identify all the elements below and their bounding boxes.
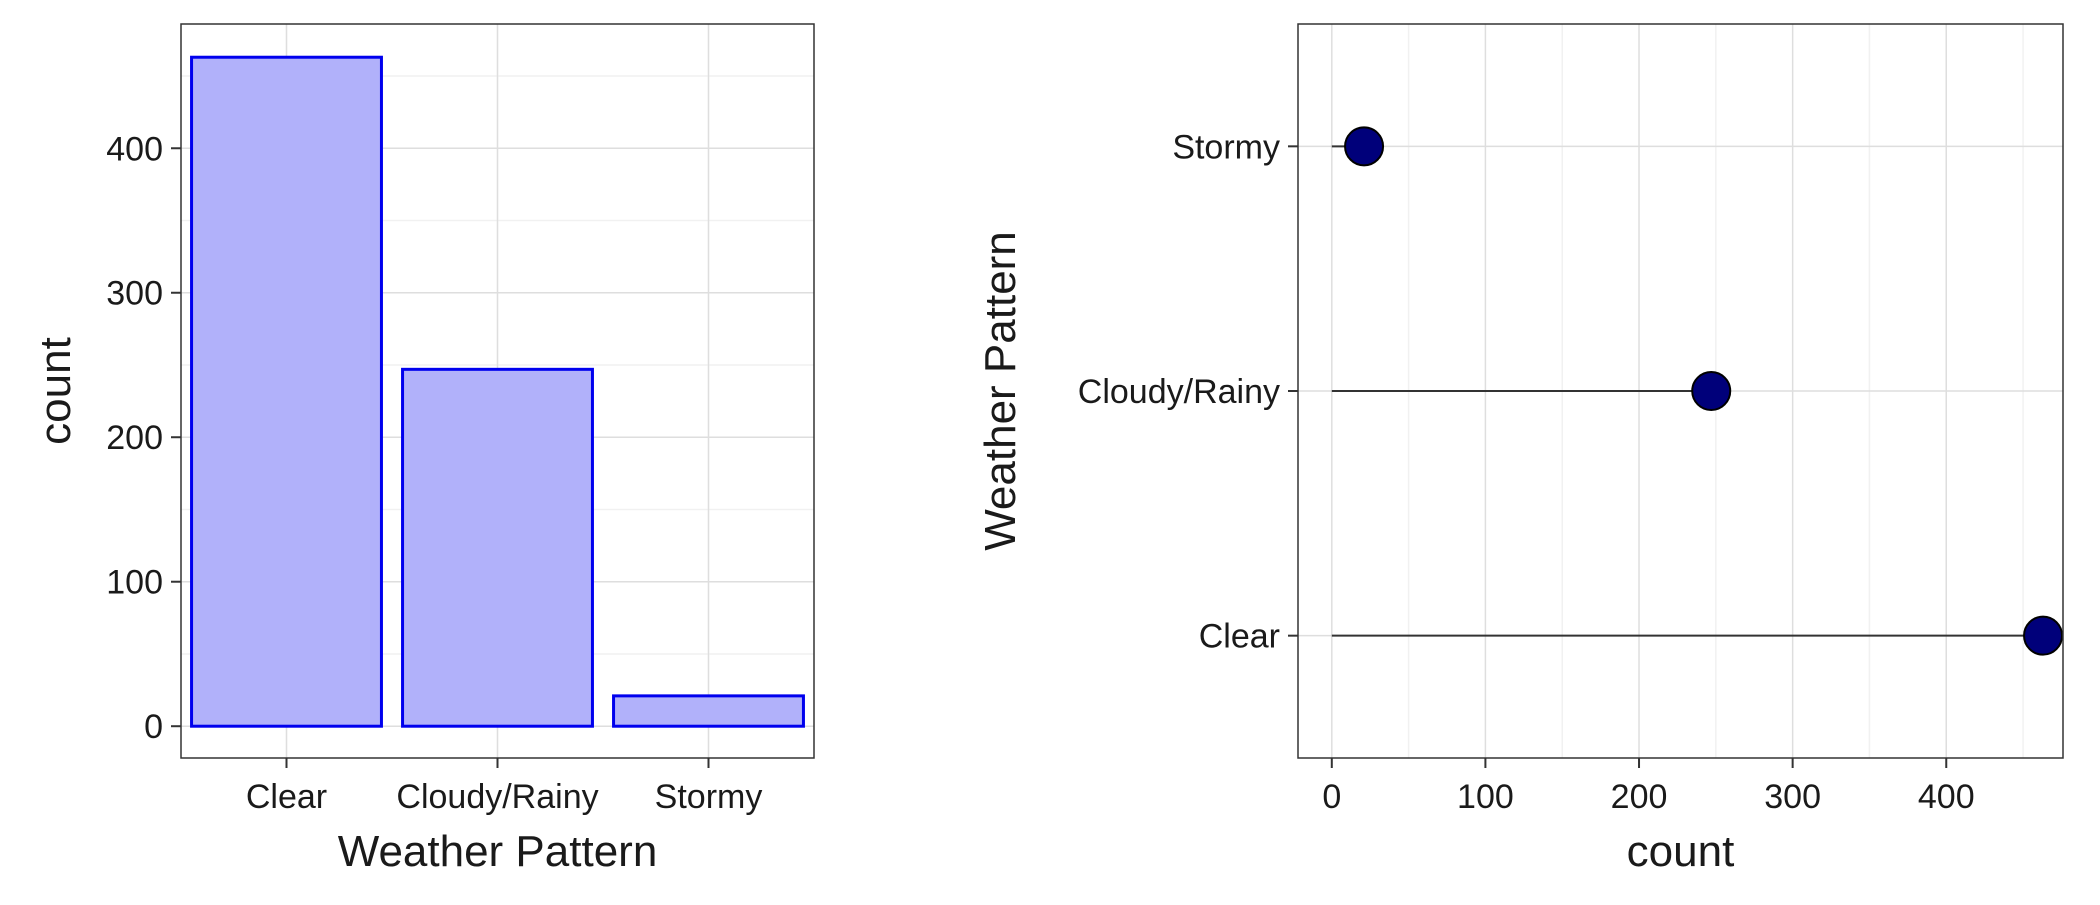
- lollipop-chart-panel: Clear Cloudy/Rainy Stormy 0 100 200 300 400 co…: [976, 23, 2064, 876]
- dot-y-axis-title: Weather Pattern: [976, 231, 1025, 551]
- dot-y-tick-label: Clear: [1199, 618, 1280, 656]
- bar: [612, 694, 805, 728]
- bar-x-axis-title: Weather Pattern: [338, 827, 658, 876]
- dot-y-tick-label: Stormy: [1172, 128, 1280, 166]
- dot-y-axis: Clear Cloudy/Rainy Stormy: [1078, 128, 1298, 656]
- dot-y-tick-label: Cloudy/Rainy: [1078, 373, 1280, 411]
- bar: [190, 55, 383, 728]
- bar-y-tick-label: 300: [106, 275, 163, 313]
- lollipop-point: [1344, 126, 1385, 167]
- bar-y-axis: 0 100 200 300 400: [106, 130, 181, 746]
- bar-y-tick-label: 0: [144, 708, 163, 746]
- dot-series: [1331, 126, 2064, 656]
- lollipop-point: [2023, 615, 2064, 656]
- bar-x-axis: Clear Cloudy/Rainy Stormy: [246, 758, 762, 816]
- bar-x-tick-label: Stormy: [655, 778, 763, 816]
- dot-x-tick-label: 0: [1322, 778, 1341, 816]
- bar-series: [190, 55, 805, 728]
- lollipop-point: [1691, 371, 1732, 411]
- bar-y-tick-label: 100: [106, 564, 163, 602]
- bar-x-tick-label: Clear: [246, 778, 327, 816]
- bar-chart-panel: 0 100 200 300 400 Clear Cloudy/Rainy Stormy We…: [31, 23, 815, 876]
- bar-y-tick-label: 200: [106, 419, 163, 457]
- dot-x-axis: 0 100 200 300 400: [1322, 758, 1975, 816]
- dot-x-tick-label: 200: [1611, 778, 1668, 816]
- bar-y-axis-title: count: [31, 337, 80, 445]
- dot-x-tick-label: 300: [1764, 778, 1821, 816]
- bar-y-tick-label: 400: [106, 130, 163, 168]
- dot-x-tick-label: 400: [1918, 778, 1975, 816]
- dot-x-tick-label: 100: [1457, 778, 1514, 816]
- bar: [401, 367, 594, 728]
- bar-x-tick-label: Cloudy/Rainy: [396, 778, 598, 816]
- dot-x-axis-title: count: [1627, 827, 1735, 876]
